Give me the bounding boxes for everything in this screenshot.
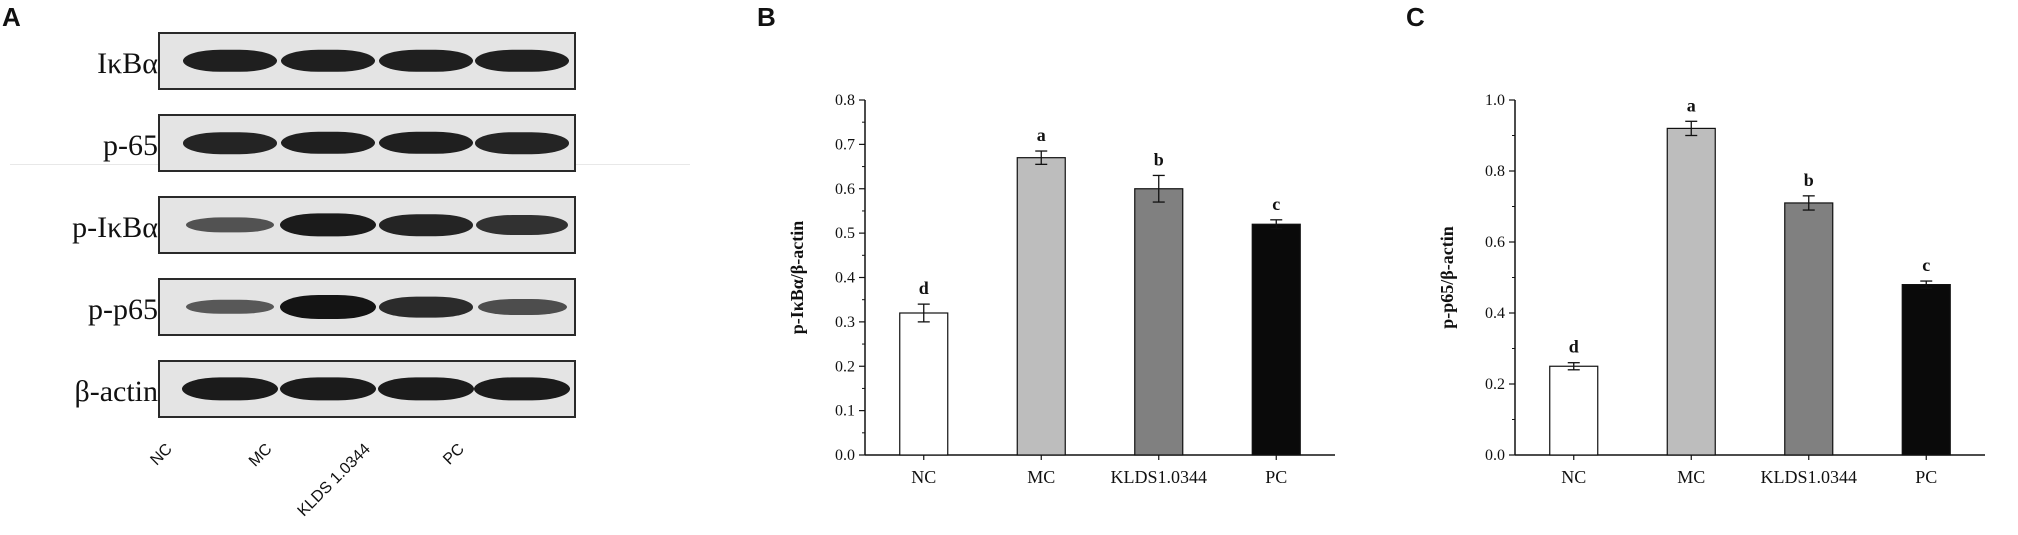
chart-b-y-tick-label: 0.0 — [835, 447, 855, 464]
blot-band — [378, 49, 474, 73]
blot-lane-label: PC — [439, 440, 468, 469]
chart-b-y-tick-label: 0.5 — [835, 225, 855, 242]
chart-b-category-label: KLDS1.0344 — [1110, 467, 1207, 487]
blot-strip — [158, 196, 576, 254]
chart-c-y-tick-label: 0.8 — [1485, 163, 1505, 180]
blot-band — [280, 49, 376, 73]
blot-row: β-actin — [0, 360, 600, 424]
blot-band — [378, 131, 474, 155]
blot-band — [475, 215, 569, 235]
chart-c-category-label: KLDS1.0344 — [1760, 467, 1857, 487]
blot-band — [378, 377, 474, 401]
chart-b-significance-letter: c — [1272, 194, 1280, 214]
chart-b-category-label: MC — [1027, 467, 1055, 487]
chart-c-y-tick-label: 0.0 — [1485, 447, 1505, 464]
blot-band — [182, 49, 278, 73]
blot-strip — [158, 360, 576, 418]
chart-c-significance-letter: d — [1569, 337, 1579, 357]
chart-b-y-tick-label: 0.8 — [835, 92, 855, 109]
chart-b-significance-letter: d — [919, 278, 929, 298]
blot-band — [183, 132, 277, 154]
blot-row-label: p-p65 — [88, 293, 158, 326]
blot-band — [185, 217, 275, 233]
blot-row: p-65 — [0, 114, 600, 178]
blot-lane-label: MC — [246, 440, 276, 471]
blot-row: p-p65 — [0, 278, 600, 342]
blot-band — [474, 377, 570, 401]
chart-b-bar — [1016, 157, 1066, 456]
chart-c-significance-letter: a — [1687, 95, 1696, 115]
blot-strip — [158, 114, 576, 172]
chart-c-y-axis-label: p-p65/β-actin — [1437, 226, 1457, 329]
chart-c-p-p65: 0.0 0.2 0.4 0.6 0.8 1.0 p-p65/β-actin d NC a MC b KL… — [1437, 92, 1985, 487]
chart-c-y-tick-label: 0.2 — [1485, 376, 1505, 393]
chart-b-y-tick-label: 0.4 — [835, 270, 855, 287]
blot-row: IκBα — [0, 32, 600, 96]
chart-c-bar — [1549, 365, 1599, 456]
chart-c-category-label: PC — [1915, 467, 1937, 487]
chart-b-bar — [899, 312, 949, 456]
chart-b-category-label: PC — [1265, 467, 1287, 487]
chart-c-bar — [1901, 284, 1951, 456]
chart-b-y-tick-label: 0.2 — [835, 358, 855, 375]
chart-c-y-tick-label: 0.6 — [1485, 234, 1505, 251]
blot-band — [474, 49, 570, 73]
panel-letter-c: C — [1406, 2, 1425, 32]
blot-row-label: IκBα — [97, 47, 158, 80]
panel-letter-b: B — [757, 2, 776, 32]
chart-b-bar — [1251, 223, 1301, 456]
blot-strip — [158, 32, 576, 90]
blot-row-label: β-actin — [74, 375, 158, 408]
blot-band — [280, 377, 376, 401]
chart-b-category-label: NC — [911, 467, 936, 487]
chart-c-y-tick-label: 0.4 — [1485, 305, 1505, 322]
chart-b-significance-letter: a — [1037, 125, 1046, 145]
blot-lane-label: KLDS 1.0344 — [294, 440, 374, 520]
blot-row-label: p-IκBα — [72, 211, 158, 244]
chart-c-significance-letter: b — [1804, 170, 1814, 190]
chart-c-significance-letter: c — [1922, 255, 1930, 275]
chart-b-y-tick-label: 0.3 — [835, 314, 855, 331]
chart-b-significance-letter: b — [1154, 149, 1164, 169]
blot-lane-label: NC — [147, 440, 176, 469]
blot-band — [280, 131, 376, 155]
chart-c-bar — [1666, 127, 1716, 456]
blot-band — [280, 213, 376, 237]
chart-b-bar — [1134, 188, 1184, 456]
blot-band — [477, 299, 567, 315]
blot-row-label: p-65 — [103, 129, 158, 162]
blot-band — [186, 299, 274, 315]
chart-b-y-tick-label: 0.6 — [835, 181, 855, 198]
chart-b-p-ikba: 0.0 0.1 0.2 0.3 0.4 0.5 0.6 0.7 0.8 p-IκBα/β-acti… — [787, 92, 1335, 487]
blot-band — [280, 295, 376, 319]
blot-band — [379, 214, 473, 236]
chart-b-y-tick-label: 0.7 — [835, 136, 855, 153]
blot-band — [182, 377, 278, 401]
chart-c-category-label: MC — [1677, 467, 1705, 487]
chart-b-y-tick-label: 0.1 — [835, 403, 855, 420]
blot-row: p-IκBα — [0, 196, 600, 260]
chart-c-bar — [1784, 202, 1834, 456]
blot-band — [475, 132, 569, 154]
blot-band — [379, 296, 473, 318]
panel-letter-a: A — [2, 2, 21, 32]
chart-b-y-axis-label: p-IκBα/β-actin — [787, 221, 807, 335]
blot-strip — [158, 278, 576, 336]
chart-c-category-label: NC — [1561, 467, 1586, 487]
chart-c-y-tick-label: 1.0 — [1485, 92, 1505, 109]
